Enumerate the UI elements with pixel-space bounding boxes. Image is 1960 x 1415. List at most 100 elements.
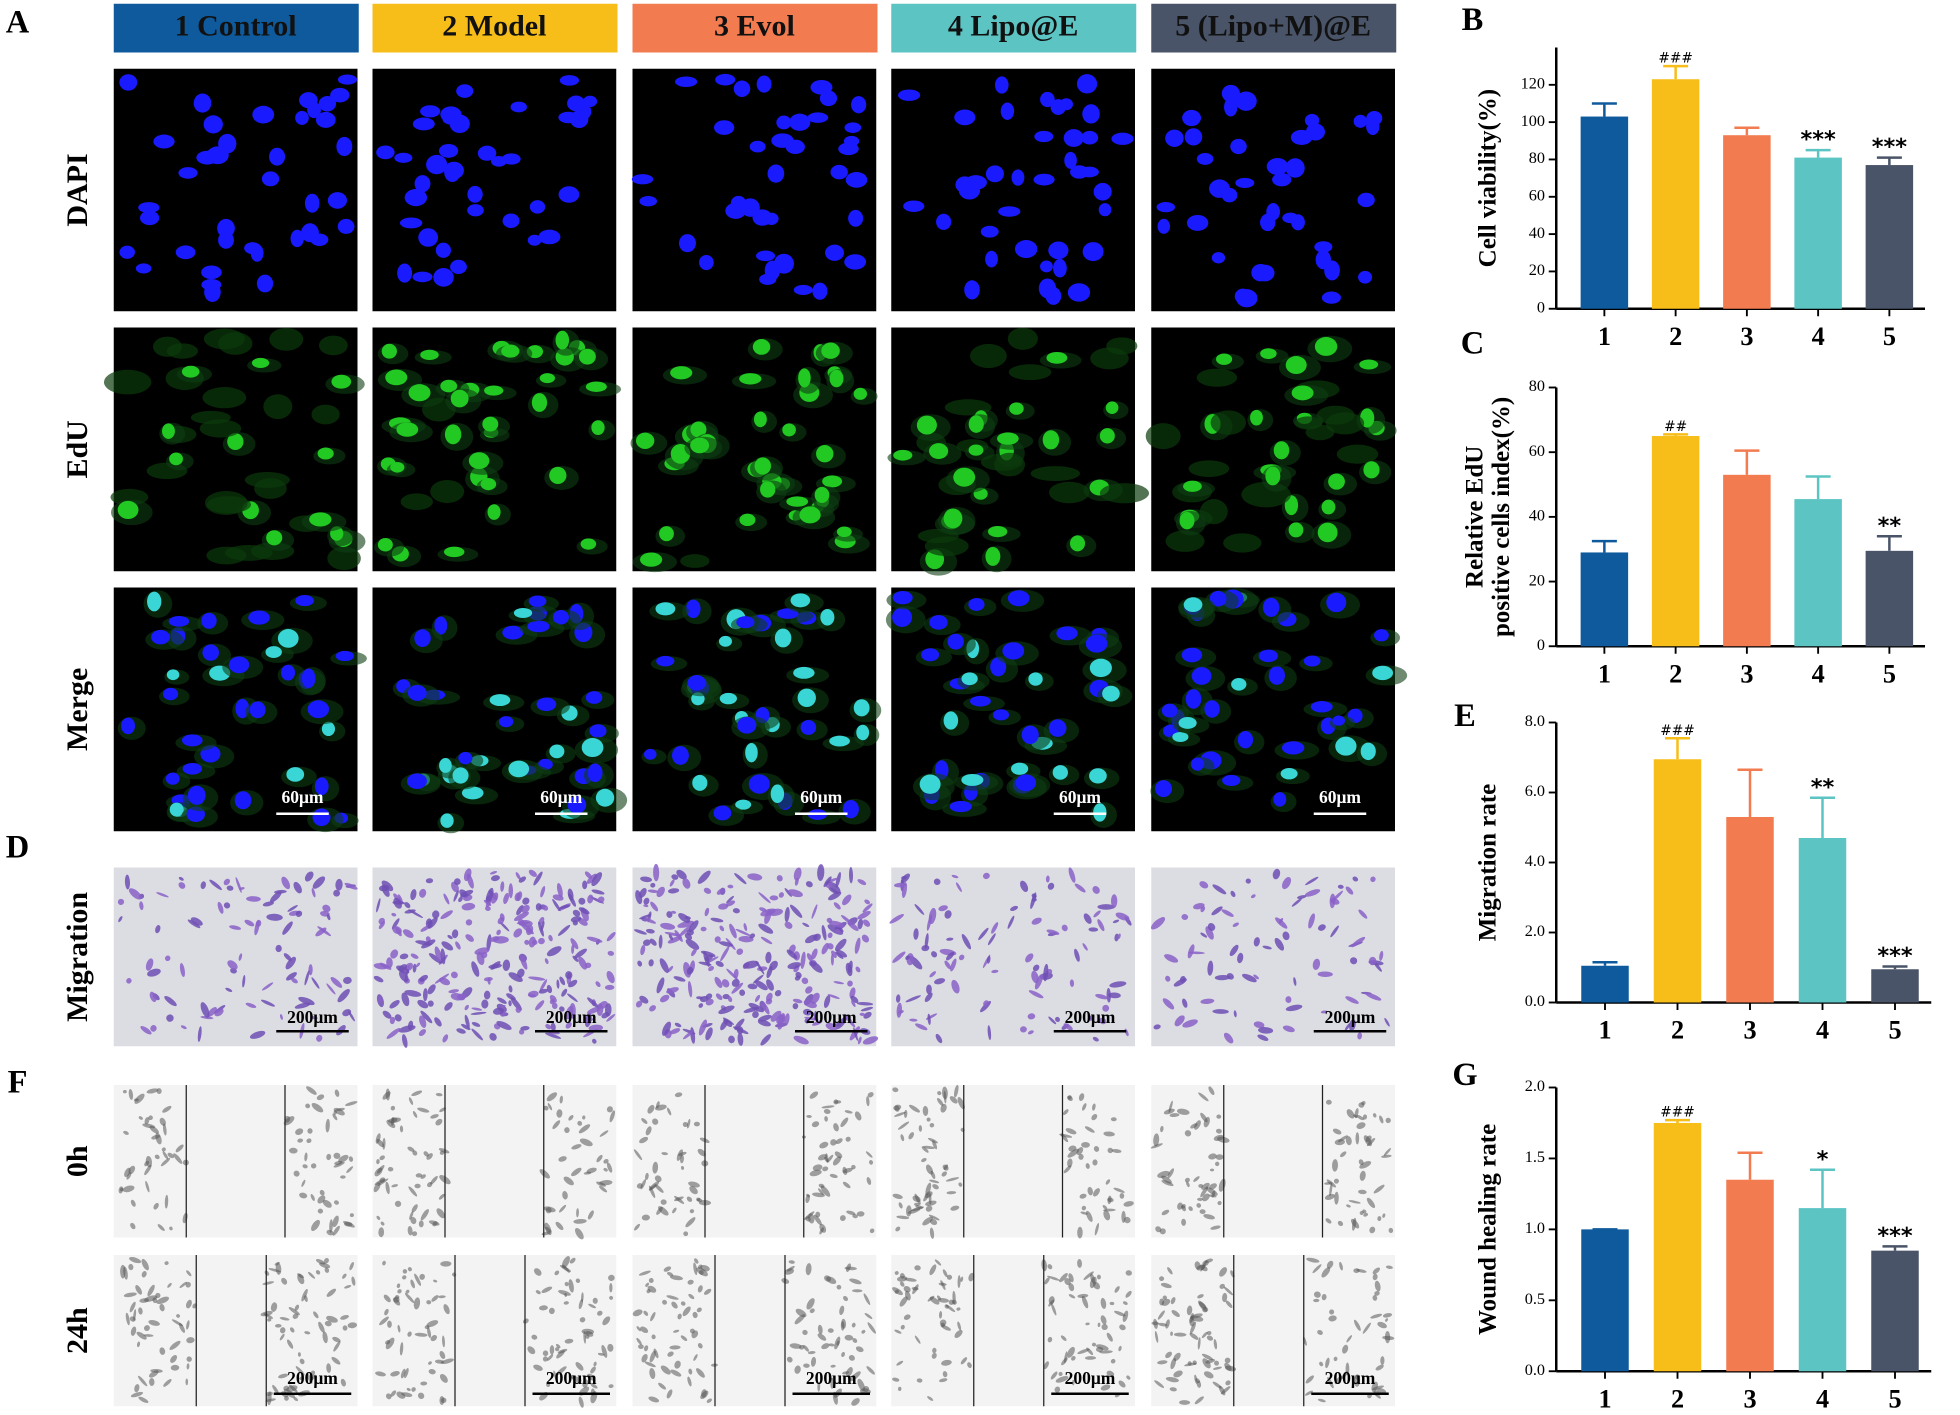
- nucleus: [1034, 130, 1054, 143]
- scale-label: 200μm: [546, 1368, 597, 1388]
- y-tick-label: 2.0: [1525, 922, 1545, 940]
- cell: [866, 1096, 870, 1107]
- stained-cell: [855, 966, 861, 973]
- stained-cell: [381, 885, 390, 897]
- cell: [383, 1294, 391, 1303]
- stained-cell: [126, 977, 132, 984]
- cell: [648, 1185, 656, 1198]
- cell: [1109, 1301, 1115, 1306]
- nucleus: [1234, 288, 1251, 304]
- cell: [1059, 1273, 1068, 1283]
- nucleus: [631, 174, 654, 185]
- stained-cell: [399, 953, 409, 960]
- stained-cell: [118, 916, 123, 923]
- nucleus: [166, 669, 180, 681]
- cell: [533, 1268, 542, 1276]
- stained-cell: [412, 963, 417, 973]
- cell: [932, 1347, 937, 1354]
- cell: [310, 1194, 315, 1201]
- stained-cell: [643, 917, 657, 924]
- nucleus: [528, 595, 547, 607]
- nucleus: [330, 87, 350, 103]
- stained-cell: [223, 902, 231, 909]
- nucleus: [655, 602, 676, 616]
- micrograph: 200μm: [113, 1255, 358, 1407]
- cell: [428, 1369, 436, 1375]
- nucleus: [408, 384, 431, 402]
- stained-cell: [285, 956, 296, 970]
- x-tick-label: 1: [1598, 659, 1611, 688]
- cell: [1365, 1135, 1372, 1143]
- nucleus: [759, 273, 777, 285]
- cell: [852, 1214, 858, 1219]
- nucleus: [1046, 351, 1068, 364]
- nucleus: [587, 763, 603, 783]
- cell: [439, 1150, 445, 1155]
- cell: [1346, 1109, 1355, 1119]
- nucleus: [1196, 153, 1214, 165]
- cell: [1167, 1168, 1175, 1179]
- cell: [394, 1200, 402, 1207]
- cell: [1123, 1201, 1134, 1207]
- nucleus: [508, 760, 530, 778]
- nucleus: [1221, 84, 1241, 103]
- cell: [1187, 1361, 1192, 1366]
- stained-cell: [1337, 884, 1344, 889]
- cell-body: [1210, 410, 1247, 435]
- stained-cell: [1205, 926, 1214, 940]
- cell: [391, 1184, 398, 1188]
- stained-cell: [260, 999, 275, 1007]
- stained-cell: [1068, 867, 1076, 883]
- cell: [892, 1193, 903, 1200]
- cell-body: [1325, 412, 1365, 435]
- nucleus: [261, 171, 280, 187]
- nucleus: [1190, 757, 1205, 771]
- micrograph: 200μm: [372, 1255, 617, 1408]
- cell: [696, 1307, 702, 1313]
- stained-cell: [714, 976, 723, 988]
- cell: [136, 1331, 147, 1340]
- cell: [806, 1298, 815, 1310]
- stained-cell: [765, 998, 773, 1005]
- stained-cell: [567, 993, 578, 1002]
- nucleus: [502, 213, 520, 229]
- nucleus: [321, 721, 336, 737]
- cell: [1329, 1309, 1335, 1315]
- cell: [1200, 1186, 1209, 1198]
- stained-cell: [926, 984, 932, 995]
- stained-cell: [1379, 950, 1384, 961]
- cell: [827, 1328, 834, 1333]
- nucleus: [799, 506, 821, 524]
- cell: [385, 1340, 391, 1345]
- stained-cell: [164, 955, 171, 962]
- nucleus: [1161, 703, 1178, 718]
- stained-cell: [1055, 1016, 1060, 1022]
- nucleus: [1089, 768, 1107, 784]
- stained-cell: [556, 883, 563, 898]
- nucleus: [301, 668, 316, 689]
- stained-cell: [551, 1002, 558, 1010]
- stained-cell: [164, 995, 177, 1007]
- nucleus: [770, 784, 785, 804]
- cell: [122, 1185, 135, 1193]
- stained-cell: [415, 940, 432, 946]
- nucleus: [798, 368, 811, 388]
- stained-cell: [688, 920, 699, 933]
- cell: [407, 1267, 412, 1272]
- cell: [633, 1149, 643, 1161]
- cell: [587, 1210, 594, 1220]
- stained-cell: [489, 936, 500, 942]
- stained-cell: [481, 951, 488, 959]
- cell: [414, 1332, 428, 1337]
- cell: [568, 1115, 574, 1121]
- panel-label: C: [1461, 326, 1484, 362]
- stained-cell: [542, 904, 549, 911]
- stained-cell: [1074, 883, 1086, 893]
- cell: [700, 1390, 709, 1400]
- cell: [1111, 1148, 1122, 1153]
- nucleus: [1280, 767, 1298, 780]
- nucleus: [536, 697, 557, 712]
- cell: [808, 1213, 815, 1224]
- stained-cell: [427, 984, 436, 995]
- cell: [387, 1166, 394, 1172]
